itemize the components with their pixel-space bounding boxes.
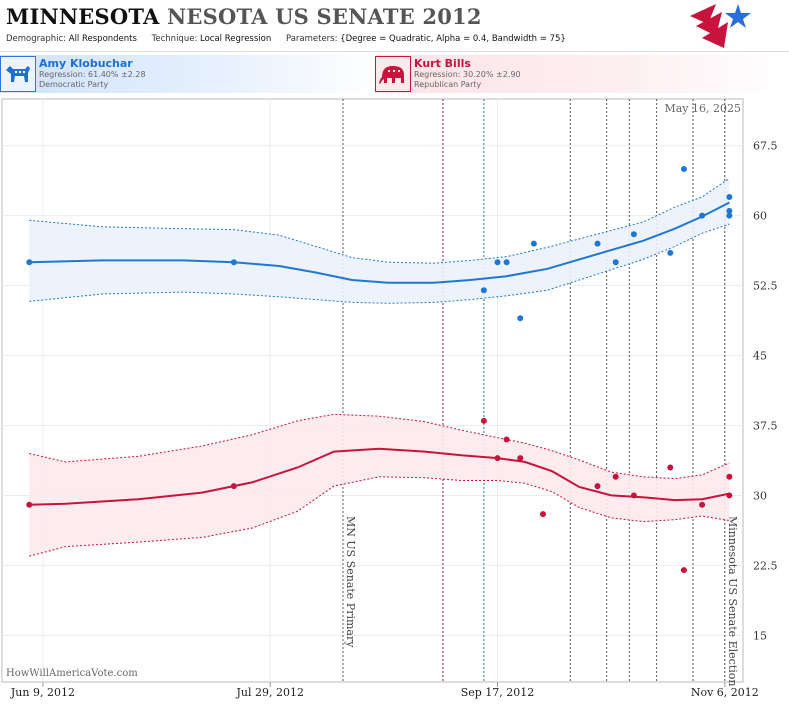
event-label: MN US Senate Primary — [344, 516, 357, 648]
title-state: MINNESOTA — [6, 4, 160, 29]
poll-point-rep — [630, 492, 637, 499]
page-title: MINNESOTA NESOTA US SENATE 2012 — [6, 4, 482, 29]
event-label: Minnesota US Senate Election — [726, 516, 739, 686]
candidate-party-dem: Democratic Party — [39, 80, 109, 89]
y-tick-label: 30 — [753, 489, 767, 502]
candidate-name-rep: Kurt Bills — [414, 57, 471, 70]
poll-point-rep — [503, 436, 510, 443]
y-tick-label: 67.5 — [753, 140, 778, 153]
poll-point-rep — [612, 473, 619, 480]
poll-point-dem — [699, 212, 706, 219]
donkey-icon — [0, 56, 36, 92]
poll-point-rep — [699, 501, 706, 508]
poll-point-dem — [612, 259, 619, 266]
poll-point-rep — [494, 455, 501, 462]
poll-point-rep — [726, 473, 733, 480]
regression-line-rep — [29, 447, 730, 506]
poll-point-dem — [726, 193, 733, 200]
y-tick-label: 45 — [753, 350, 767, 363]
y-tick-label: 52.5 — [753, 280, 778, 293]
poll-point-dem — [494, 259, 501, 266]
poll-point-rep — [680, 567, 687, 574]
candidate-card-rep: Kurt Bills Regression: 30.20% ±2.90 Repu… — [375, 55, 789, 93]
demographic-label: Demographic: — [6, 34, 67, 44]
confidence-band-rep — [29, 414, 730, 557]
parameters-label: Parameters: — [285, 34, 338, 44]
parameters-value: {Degree = Quadratic, Alpha = 0.4, Bandwi… — [340, 34, 566, 44]
poll-point-rep — [667, 464, 674, 471]
site-logo-icon — [690, 4, 751, 48]
poll-point-rep — [539, 511, 546, 518]
poll-point-dem — [680, 165, 687, 172]
technique-value: Local Regression — [200, 34, 272, 44]
poll-point-dem — [594, 240, 601, 247]
poll-point-dem — [667, 249, 674, 256]
regression-line-dem — [29, 201, 730, 284]
poll-point-dem — [480, 287, 487, 294]
candidate-name-dem: Amy Klobuchar — [39, 57, 133, 70]
candidate-card-dem: Amy Klobuchar Regression: 61.40% ±2.28 D… — [0, 55, 380, 93]
x-tick-label: Nov 6, 2012 — [691, 686, 759, 699]
chart-header: MINNESOTA NESOTA US SENATE 2012 Demograp… — [0, 0, 789, 52]
watermark: HowWillAmericaVote.com — [6, 668, 138, 679]
poll-point-rep — [517, 455, 524, 462]
poll-point-rep — [230, 483, 237, 490]
poll-point-dem — [726, 212, 733, 219]
poll-point-rep — [480, 417, 487, 424]
demographic-value: All Respondents — [68, 34, 137, 44]
poll-point-rep — [726, 492, 733, 499]
date-stamp: May 16, 2025 — [664, 102, 741, 115]
polling-chart: 15 22.5 30 37.5 45 52.5 60 67.5 Jun 9, 2012 Jul 2… — [1, 98, 778, 699]
y-tick-label: 37.5 — [753, 419, 778, 432]
poll-point-dem — [630, 231, 637, 238]
parameters-line: Demographic: All Respondents Technique: … — [6, 34, 578, 44]
poll-point-dem — [26, 259, 33, 266]
confidence-band-dem — [29, 178, 730, 304]
elephant-icon — [375, 56, 411, 92]
lower-bound-dem — [29, 223, 730, 304]
poll-point-rep — [26, 501, 33, 508]
candidate-party-rep: Republican Party — [414, 80, 482, 89]
x-tick-label: Jul 29, 2012 — [235, 686, 304, 699]
title-race: NESOTA US SENATE 2012 — [167, 4, 482, 29]
poll-point-dem — [503, 259, 510, 266]
poll-point-dem — [726, 207, 733, 214]
candidate-regression-dem: Regression: 61.40% ±2.28 — [39, 70, 146, 79]
y-tick-label: 15 — [753, 629, 767, 642]
y-tick-label: 60 — [753, 210, 767, 223]
header-divider — [0, 51, 789, 52]
poll-point-rep — [594, 483, 601, 490]
x-tick-label: Sep 17, 2012 — [461, 686, 535, 699]
poll-point-dem — [230, 259, 237, 266]
x-tick-label: Jun 9, 2012 — [10, 686, 75, 699]
candidate-regression-rep: Regression: 30.20% ±2.90 — [414, 70, 521, 79]
plot-area — [1, 98, 744, 683]
poll-point-dem — [517, 315, 524, 322]
technique-label: Technique: — [151, 34, 198, 44]
y-tick-label: 22.5 — [753, 559, 778, 572]
upper-bound-dem — [29, 177, 730, 264]
poll-point-dem — [530, 240, 537, 247]
